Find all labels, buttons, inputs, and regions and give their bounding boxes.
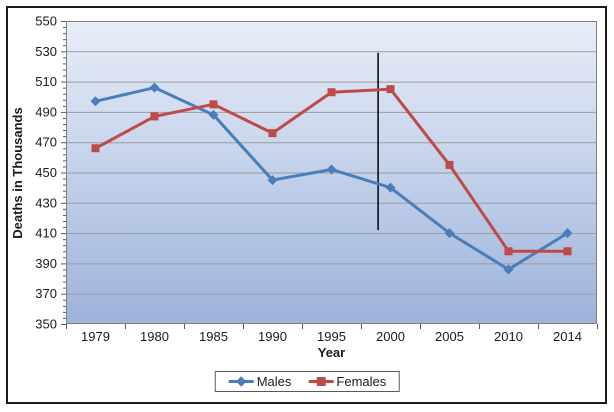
svg-text:550: 550 xyxy=(35,14,57,29)
males-series-marker-icon xyxy=(228,376,254,387)
y-gridlines xyxy=(66,51,597,295)
svg-text:1979: 1979 xyxy=(81,329,110,344)
svg-text:450: 450 xyxy=(35,165,57,180)
svg-text:350: 350 xyxy=(35,317,57,332)
svg-text:1980: 1980 xyxy=(140,329,169,344)
svg-text:2010: 2010 xyxy=(494,329,523,344)
x-axis-title: Year xyxy=(317,345,346,360)
legend-item-females: Females xyxy=(307,374,386,389)
series-line xyxy=(94,87,568,253)
legend: Males Females xyxy=(214,371,400,392)
x-tick-labels: 1979 1980 1985 1990 1995 2000 2005 2010 2014 xyxy=(81,329,582,344)
svg-text:1995: 1995 xyxy=(317,329,346,344)
svg-text:430: 430 xyxy=(35,195,57,210)
females-series-marker-icon xyxy=(308,377,334,386)
svg-text:1985: 1985 xyxy=(199,329,228,344)
svg-text:2014: 2014 xyxy=(553,329,582,344)
legend-label-males: Males xyxy=(256,374,292,389)
legend-label-females: Females xyxy=(336,374,387,389)
svg-text:510: 510 xyxy=(35,74,57,89)
y-axis-ticks xyxy=(61,21,66,325)
plot-border xyxy=(66,21,597,324)
svg-text:390: 390 xyxy=(35,256,57,271)
legend-item-males: Males xyxy=(228,374,292,389)
svg-text:1990: 1990 xyxy=(258,329,287,344)
svg-text:470: 470 xyxy=(35,135,57,150)
svg-text:370: 370 xyxy=(35,286,57,301)
svg-text:530: 530 xyxy=(35,44,57,59)
y-tick-labels: 350 370 390 410 430 450 470 490 510 530 550 xyxy=(35,14,57,332)
svg-text:2000: 2000 xyxy=(376,329,405,344)
x-axis-ticks xyxy=(66,324,598,329)
svg-text:490: 490 xyxy=(35,104,57,119)
svg-text:2005: 2005 xyxy=(435,329,464,344)
series-line xyxy=(95,86,569,271)
svg-text:410: 410 xyxy=(35,226,57,241)
y-axis-title: Deaths in Thousands xyxy=(10,107,25,239)
plot-area: 350 370 390 410 430 450 470 490 510 530 550 1979 198… xyxy=(35,14,598,344)
